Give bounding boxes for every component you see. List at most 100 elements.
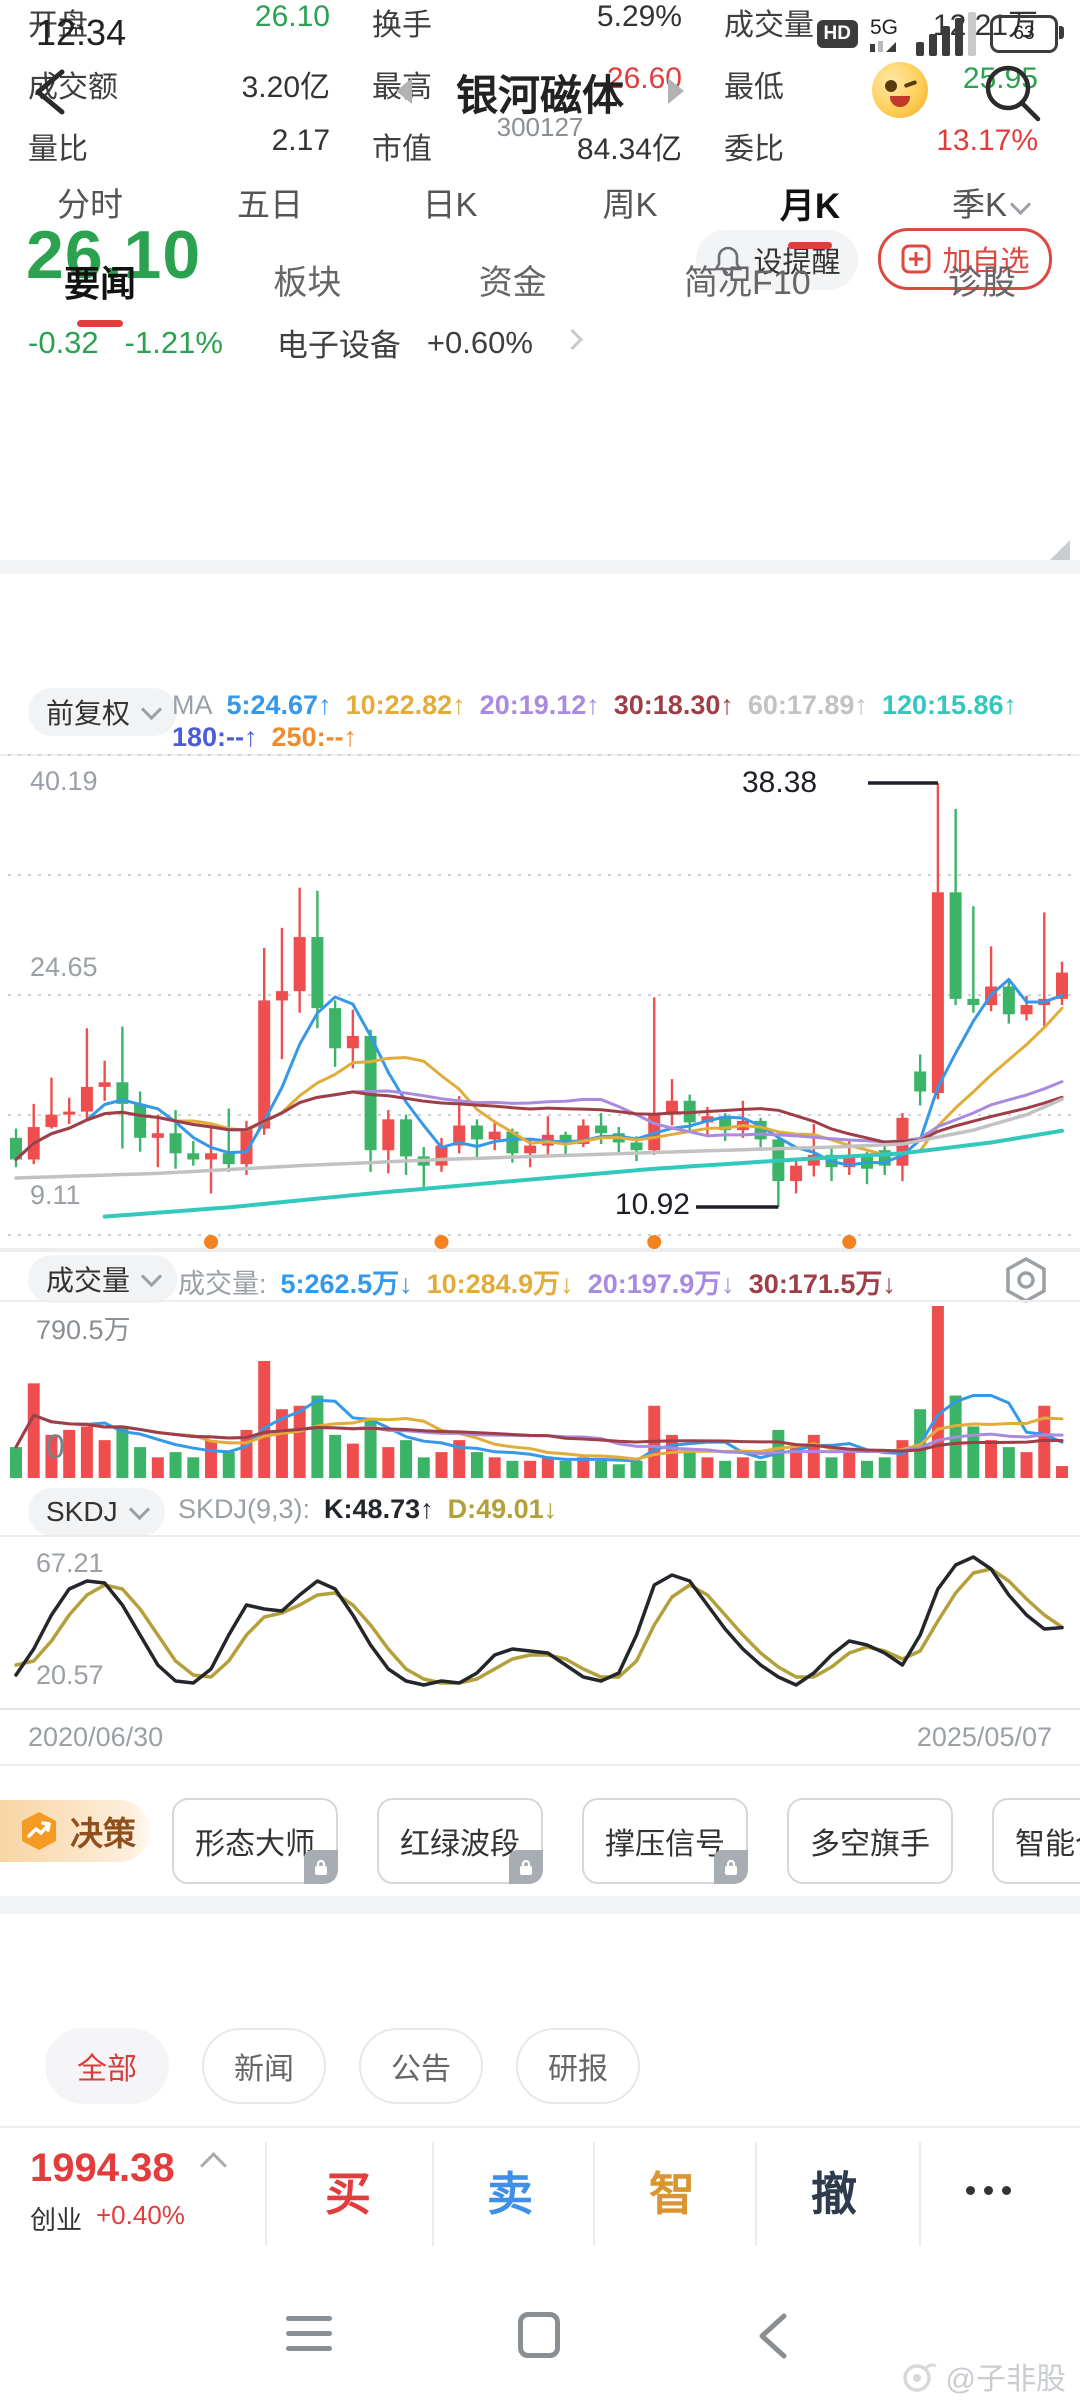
- candlestick-chart[interactable]: [0, 752, 1080, 1252]
- back-icon[interactable]: [28, 66, 74, 118]
- expand-stats-icon[interactable]: [1050, 540, 1070, 560]
- high-annotation: 38.38: [742, 766, 818, 799]
- volume-pane-pill[interactable]: 成交量: [28, 1255, 178, 1303]
- filter-pill-label: 公告: [391, 2053, 451, 2086]
- legend-item: 120:15.86↑: [881, 690, 1018, 720]
- news-tab-label: 资金: [478, 264, 547, 302]
- legend-prefix: SKDJ(9,3):: [178, 1494, 311, 1524]
- decision-button-label: 智能仓位: [1015, 1828, 1080, 1861]
- legend-item: 10:22.82↑: [345, 690, 466, 720]
- active-tab-underline: [77, 320, 123, 327]
- add-watchlist-button[interactable]: 加自选: [878, 228, 1052, 290]
- legend-prefix: MA: [172, 690, 213, 720]
- news-tab-板块[interactable]: 板块: [273, 255, 341, 335]
- prev-stock-icon[interactable]: [396, 78, 412, 104]
- status-time: 12:34: [36, 12, 127, 53]
- skdj-pane-pill[interactable]: SKDJ: [28, 1488, 165, 1536]
- stat-cell: 市值 84.34亿: [372, 124, 724, 168]
- set-alert-button[interactable]: 设提醒: [696, 230, 858, 290]
- filter-pill-新闻[interactable]: 新闻: [202, 2028, 326, 2104]
- tab-日K[interactable]: 日K: [360, 168, 540, 255]
- news-tab-label: 简况F10: [684, 264, 811, 302]
- skdj-max-label: 67.21: [36, 1548, 104, 1578]
- filter-pill-研报[interactable]: 研报: [516, 2028, 640, 2104]
- index-name: 创业: [30, 2205, 83, 2235]
- decision-button-5[interactable]: 智能仓位: [992, 1798, 1080, 1884]
- tab-季K[interactable]: 季K: [900, 168, 1080, 255]
- volume-legend: 成交量: 5:262.5万↓ 10:284.9万↓ 20:197.9万↓ 30:171.…: [178, 1262, 910, 1301]
- trade-button-label: 智: [649, 2168, 695, 2220]
- stat-value: 5.29%: [596, 0, 682, 33]
- stat-label: 量比: [28, 133, 88, 166]
- chart-end-date: 2025/05/07: [916, 1722, 1052, 1752]
- filter-pill-公告[interactable]: 公告: [359, 2028, 483, 2104]
- legend-item: K:48.73↑: [324, 1494, 434, 1524]
- next-stock-icon[interactable]: [668, 78, 684, 104]
- decision-button-4[interactable]: 多空旗手: [787, 1798, 953, 1884]
- decision-button-label: 红绿波段: [400, 1828, 520, 1861]
- trade-撤-button[interactable]: 撤: [774, 2158, 894, 2224]
- add-watchlist-label: 加自选: [942, 246, 1030, 278]
- tab-label: 季K: [951, 186, 1007, 223]
- stat-value: 13.17%: [936, 124, 1038, 157]
- stat-cell: 最低 25.95: [724, 62, 1080, 106]
- news-tab-要闻[interactable]: 要闻: [64, 255, 136, 335]
- legend-item: 30:18.30↑: [613, 690, 734, 720]
- tab-分时[interactable]: 分时: [0, 168, 180, 255]
- watermark: @子非股: [902, 2354, 1066, 2398]
- trade-智-button[interactable]: 智: [612, 2158, 732, 2224]
- set-alert-label: 设提醒: [753, 247, 841, 279]
- decision-button-1[interactable]: 形态大师: [172, 1798, 338, 1884]
- network-type: 5G: [870, 17, 904, 52]
- stat-label: 委比: [724, 133, 784, 166]
- stat-value: 2.17: [271, 124, 330, 157]
- index-value[interactable]: 1994.38: [30, 2146, 175, 2190]
- tab-五日[interactable]: 五日: [180, 168, 360, 255]
- trade-button-label: 撤: [811, 2168, 857, 2220]
- nav-back-icon[interactable]: [752, 2310, 794, 2362]
- volume-max-label: 790.5万: [36, 1315, 131, 1345]
- news-tab-诊股[interactable]: 诊股: [948, 255, 1016, 335]
- tab-月K[interactable]: 月K: [720, 168, 900, 255]
- stat-cell: 换手 5.29%: [372, 0, 724, 44]
- legend-item: 5:24.67↑: [226, 690, 332, 720]
- nav-home-icon[interactable]: [518, 2312, 560, 2358]
- news-tab-资金[interactable]: 资金: [479, 255, 547, 335]
- decision-button-3[interactable]: 撑压信号: [582, 1798, 748, 1884]
- mascot-emoji[interactable]: [872, 62, 928, 118]
- search-icon[interactable]: [980, 62, 1046, 124]
- trade-买-button[interactable]: 买: [288, 2158, 408, 2224]
- hd-icon: HD: [816, 20, 858, 48]
- indicator-settings-icon[interactable]: [1002, 1256, 1050, 1304]
- more-button[interactable]: [966, 2186, 1011, 2195]
- filter-pill-全部[interactable]: 全部: [45, 2028, 169, 2104]
- sector-chevron-icon: [561, 328, 584, 351]
- low-annotation: 10.92: [614, 1188, 690, 1221]
- chevron-down-icon: [140, 1265, 163, 1287]
- news-tab-简况F10[interactable]: 简况F10: [684, 255, 811, 335]
- add-plus-icon: [901, 244, 931, 274]
- nav-menu-icon[interactable]: [286, 2316, 332, 2351]
- volume-zero-label: 0: [46, 1428, 65, 1466]
- tab-label: 周K: [602, 186, 658, 223]
- tab-周K[interactable]: 周K: [540, 168, 720, 255]
- skdj-chart[interactable]: [0, 1535, 1080, 1711]
- decision-badge[interactable]: 决策: [0, 1800, 150, 1862]
- stat-label: 开盘: [28, 9, 88, 42]
- news-tabs: 要闻 板块 资金 简况F10 诊股: [0, 255, 1080, 335]
- divider: [919, 2142, 921, 2246]
- chevron-down-icon: [128, 1498, 150, 1520]
- news-tab-label: 诊股: [947, 264, 1016, 302]
- decision-button-2[interactable]: 红绿波段: [377, 1798, 543, 1884]
- skdj-min-label: 20.57: [36, 1660, 104, 1690]
- decision-icon: [22, 1812, 56, 1850]
- stat-value: 12.21万: [932, 9, 1038, 42]
- adjust-mode-pill[interactable]: 前复权: [28, 688, 178, 736]
- chart-start-date: 2020/06/30: [28, 1722, 164, 1752]
- sector-name[interactable]: 电子设备: [276, 328, 401, 363]
- stat-cell: 开盘 26.10: [28, 0, 372, 44]
- volume-chart[interactable]: [0, 1300, 1080, 1480]
- trade-卖-button[interactable]: 卖: [450, 2158, 570, 2224]
- stat-value: 3.20亿: [241, 71, 330, 104]
- index-collapse-icon[interactable]: [200, 2152, 227, 2179]
